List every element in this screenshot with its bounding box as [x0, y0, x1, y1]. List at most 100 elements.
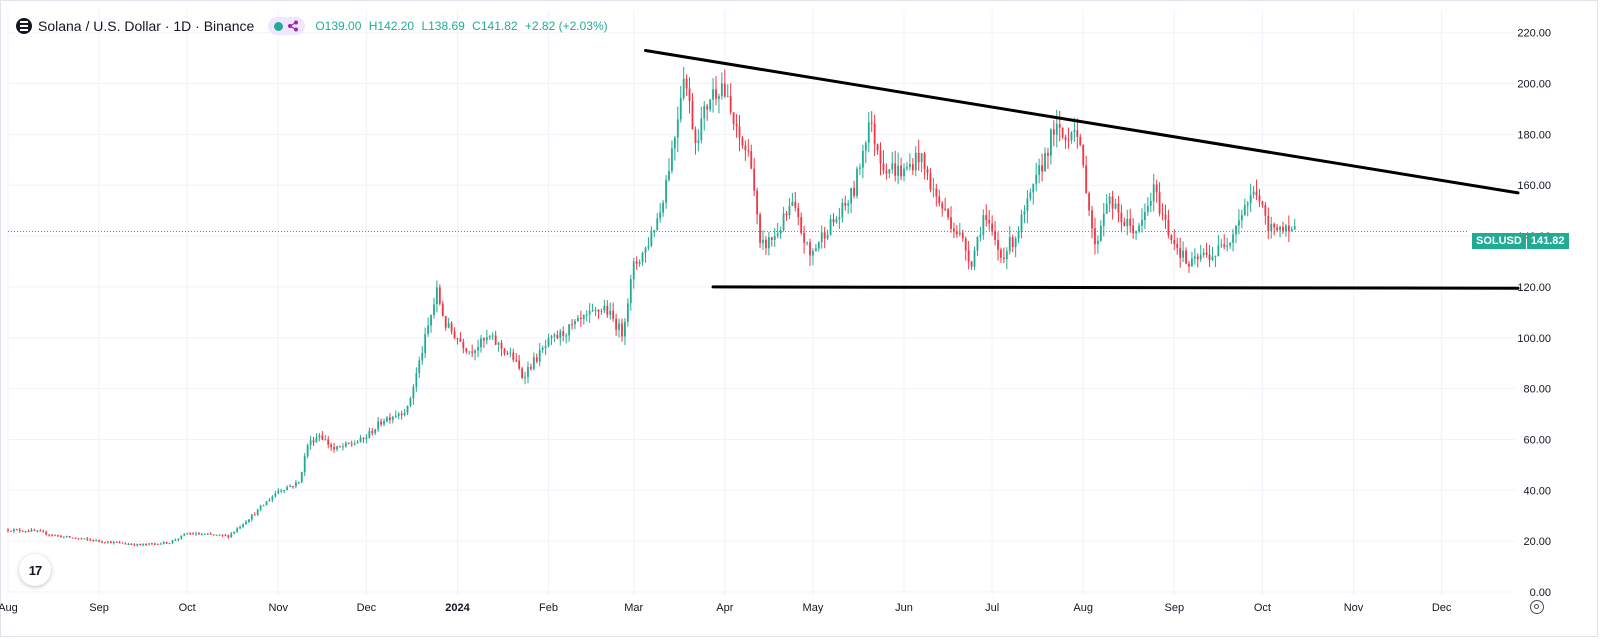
candle-body: [18, 529, 21, 531]
candle-body: [1076, 130, 1079, 137]
y-tick-label: 160.00: [1517, 180, 1551, 192]
x-tick-label: Sep: [89, 602, 109, 614]
candle-body: [403, 412, 406, 416]
candle-body: [950, 217, 952, 229]
candle-body: [362, 437, 365, 439]
candle-body: [1217, 245, 1220, 257]
solana-logo-icon: [16, 18, 32, 34]
candle-body: [738, 126, 741, 138]
candle-body: [776, 233, 779, 236]
candle-body: [861, 150, 864, 168]
candle-body: [944, 208, 947, 210]
candle-body: [1026, 198, 1029, 212]
y-tick-label: 200.00: [1517, 79, 1551, 91]
candle-body: [732, 112, 735, 124]
candle-body: [236, 528, 239, 532]
candle-body: [541, 347, 544, 350]
candle-body: [1014, 238, 1017, 248]
candle-body: [212, 534, 215, 536]
candle-body: [180, 535, 183, 539]
candle-body: [1232, 234, 1234, 243]
candle-body: [612, 310, 615, 319]
y-tick-label: 20.00: [1523, 536, 1551, 548]
candle-body: [397, 413, 400, 416]
support-trendline[interactable]: [711, 285, 1520, 290]
candle-body: [553, 334, 556, 337]
candle-body: [638, 261, 641, 264]
candle-body: [688, 88, 691, 102]
symbol-title[interactable]: Solana / U.S. Dollar · 1D · Binance: [38, 18, 255, 34]
tradingview-logo[interactable]: 17: [19, 554, 51, 586]
candle-body: [1017, 231, 1020, 239]
candle-body: [274, 493, 277, 497]
candle-body: [347, 442, 350, 444]
candle-body: [914, 152, 917, 171]
candle-body: [1091, 210, 1093, 229]
candle-body: [591, 310, 594, 312]
candle-body: [1273, 223, 1276, 228]
candle-body: [556, 334, 559, 339]
candle-body: [720, 83, 723, 97]
candle-body: [198, 533, 200, 535]
indicator-pill[interactable]: [268, 17, 306, 35]
candle-body: [391, 416, 394, 421]
candle-body: [1135, 230, 1138, 234]
candle-body: [444, 316, 447, 328]
candle-body: [621, 323, 623, 337]
candle-body: [597, 309, 600, 312]
candle-body: [985, 215, 988, 221]
candle-body: [662, 202, 665, 213]
candle-body: [532, 357, 535, 369]
candle-body: [124, 543, 127, 545]
candle-body: [221, 534, 224, 536]
candle-body: [483, 338, 485, 341]
candle-body: [1146, 205, 1149, 213]
candle-body: [1143, 212, 1146, 220]
candle-body: [967, 250, 970, 262]
candle-body: [853, 187, 855, 196]
candle-body: [471, 351, 474, 353]
candle-body: [729, 95, 732, 113]
y-tick-label: 80.00: [1523, 384, 1551, 396]
candle-body: [183, 534, 186, 536]
candle-body: [867, 122, 870, 143]
candle-body: [1252, 191, 1255, 195]
candle-body: [294, 482, 297, 487]
candle-body: [92, 540, 95, 542]
candle-body: [247, 519, 250, 523]
candle-body: [45, 531, 48, 535]
price-axis[interactable]: 0.0020.0040.0060.0080.00100.00120.00140.…: [1517, 28, 1551, 599]
candle-body: [577, 317, 579, 322]
candle-body: [289, 486, 291, 488]
candle-body: [568, 324, 571, 336]
candle-body: [530, 366, 532, 369]
annotations[interactable]: [643, 49, 1520, 290]
candle-body: [265, 501, 268, 506]
candle-body: [706, 106, 709, 110]
candle-body: [227, 535, 230, 538]
candle-body: [976, 236, 979, 251]
x-tick-label: 2024: [445, 602, 470, 614]
close-value: 141.82: [480, 19, 518, 33]
time-axis[interactable]: Aug Sep Oct Nov Dec 2024 Feb Mar Apr May Jun Jul Aug…: [0, 602, 1452, 614]
candle-body: [826, 234, 829, 239]
settings-icon[interactable]: [1530, 600, 1544, 614]
candle-body: [309, 440, 312, 446]
candle-body: [1064, 137, 1067, 141]
candle-body: [929, 173, 932, 190]
candle-body: [365, 437, 368, 439]
candle-body: [383, 421, 385, 425]
candle-body: [230, 533, 233, 538]
descending-resistance-trendline[interactable]: [643, 49, 1520, 195]
candle-body: [339, 446, 341, 448]
x-tick-label: Feb: [539, 602, 558, 614]
y-tick-label: 220.00: [1517, 28, 1551, 40]
candle-body: [1061, 127, 1064, 138]
candle-body: [262, 505, 265, 507]
y-tick-label: 180.00: [1517, 129, 1551, 141]
candle-body: [1211, 256, 1214, 260]
candle-body: [48, 534, 51, 536]
x-tick-label: Jun: [895, 602, 913, 614]
candle-body: [582, 315, 585, 320]
